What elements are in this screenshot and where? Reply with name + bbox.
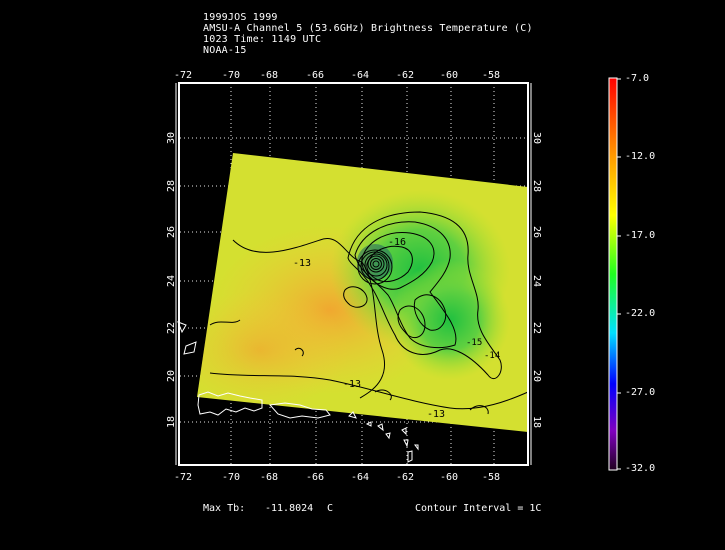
header-line-3: 1023 Time: 1149 UTC [203,34,322,45]
lon-tick-label: -66 [306,70,324,81]
lon-labels-top: -72 -70 -68 -66 -64 -62 -60 -58 [174,70,500,81]
lat-tick-label: 28 [166,180,177,192]
data-swath [197,153,528,432]
colorbar-label: -22.0 [625,308,656,319]
lon-tick-label: -64 [351,70,369,81]
contour-label: -13 [427,409,445,420]
lon-tick-label: -66 [306,472,324,483]
lat-tick-label: 30 [166,132,177,144]
lat-tick-label: 26 [166,226,177,238]
map-frame [178,82,529,466]
contour-label: -14 [484,351,500,361]
contour-label: -16 [388,237,406,248]
lon-tick-label: -60 [440,70,458,81]
lon-tick-label: -72 [174,472,192,483]
lat-tick-label: 18 [166,416,177,428]
lat-tick-label: 24 [531,275,542,287]
colorbar-ticks [617,78,621,470]
lon-tick-label: -72 [174,70,192,81]
max-tb-label: Max Tb: [203,503,246,514]
lat-tick-label: 20 [531,370,542,382]
lon-labels-bottom: -72 -70 -68 -66 -64 -62 -60 -58 [174,472,500,483]
max-tb-value: -11.8024 [265,503,314,514]
map-header: 1999JOS 1999 AMSU-A Channel 5 (53.6GHz) … [203,12,533,56]
contour-interval: Contour Interval = 1C [415,503,542,514]
lat-tick-label: 22 [166,322,177,334]
lon-tick-label: -58 [482,70,500,81]
lat-tick-label: 26 [531,226,542,238]
colorbar [608,77,618,471]
colorbar-label: -32.0 [625,463,656,474]
lon-tick-label: -58 [482,472,500,483]
lon-tick-label: -62 [396,70,414,81]
lon-tick-label: -70 [222,70,240,81]
colorbar-label: -7.0 [625,73,650,84]
contour-label: -15 [466,338,482,348]
lat-tick-label: 24 [166,275,177,287]
lon-tick-label: -68 [260,472,278,483]
lon-tick-label: -70 [222,472,240,483]
lat-tick-label: 18 [531,416,542,428]
header-line-4: NOAA-15 [203,45,247,56]
header-line-1: 1999JOS 1999 [203,12,278,23]
lat-tick-label: 30 [531,132,542,144]
contour-label: -13 [343,379,361,390]
contour-lines [209,211,529,415]
colorbar-label: -12.0 [625,151,656,162]
lon-tick-label: -64 [351,472,369,483]
colorbar-label: -17.0 [625,230,656,241]
lat-tick-label: 20 [166,370,177,382]
lat-labels-right: 18 20 22 24 26 28 30 [531,132,542,428]
lat-labels-left: 18 20 22 24 26 28 30 [166,132,177,428]
lon-tick-label: -68 [260,70,278,81]
max-tb-unit: C [327,503,334,514]
header-line-2: AMSU-A Channel 5 (53.6GHz) Brightness Te… [203,23,533,34]
lon-tick-label: -62 [396,472,414,483]
lon-tick-label: -60 [440,472,458,483]
contour-label: -13 [293,258,311,269]
lat-tick-label: 22 [531,322,542,334]
lat-tick-label: 28 [531,180,542,192]
colorbar-label: -27.0 [625,387,656,398]
contour-label-group: -13 -13 -13 -16 -15 -14 [293,237,500,420]
